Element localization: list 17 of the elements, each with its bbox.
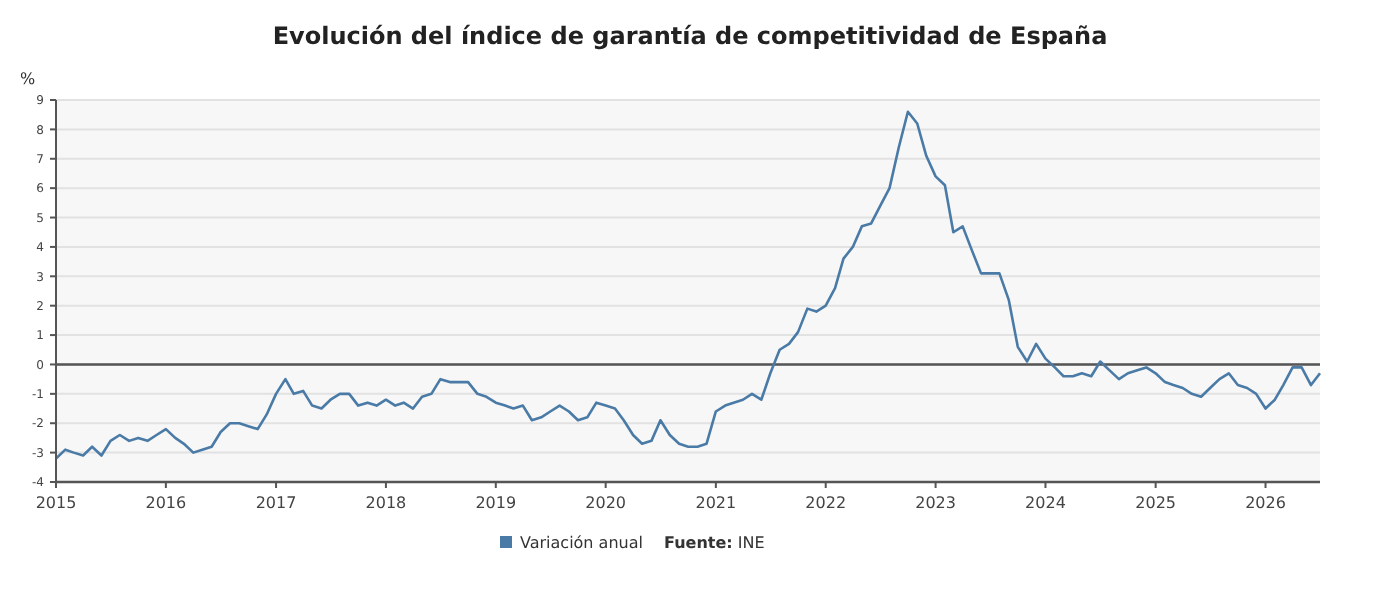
x-tick-label: 2026 <box>1245 494 1286 512</box>
x-tick-label: 2024 <box>1025 494 1066 512</box>
x-tick-label: 2017 <box>255 494 297 512</box>
x-tick-label: 2025 <box>1135 494 1176 512</box>
x-tick-label: 2019 <box>475 494 517 512</box>
x-tick-label: 2018 <box>365 494 407 512</box>
x-tick-label: 2015 <box>35 494 77 512</box>
x-tick-label: 2020 <box>585 494 627 512</box>
x-tick-label: 2021 <box>695 494 737 512</box>
line-series <box>54 110 1322 460</box>
y-axis-title: % <box>20 70 36 88</box>
x-tick-label: 2023 <box>915 494 956 512</box>
chart-title: Evolución del índice de garantía de competitividad de España <box>272 22 1108 50</box>
x-tick-label: 2016 <box>145 494 187 512</box>
legend-label: Variación anual <box>520 534 643 552</box>
source-note: Fuente: INE <box>664 534 765 552</box>
x-tick-label: 2022 <box>805 494 847 512</box>
